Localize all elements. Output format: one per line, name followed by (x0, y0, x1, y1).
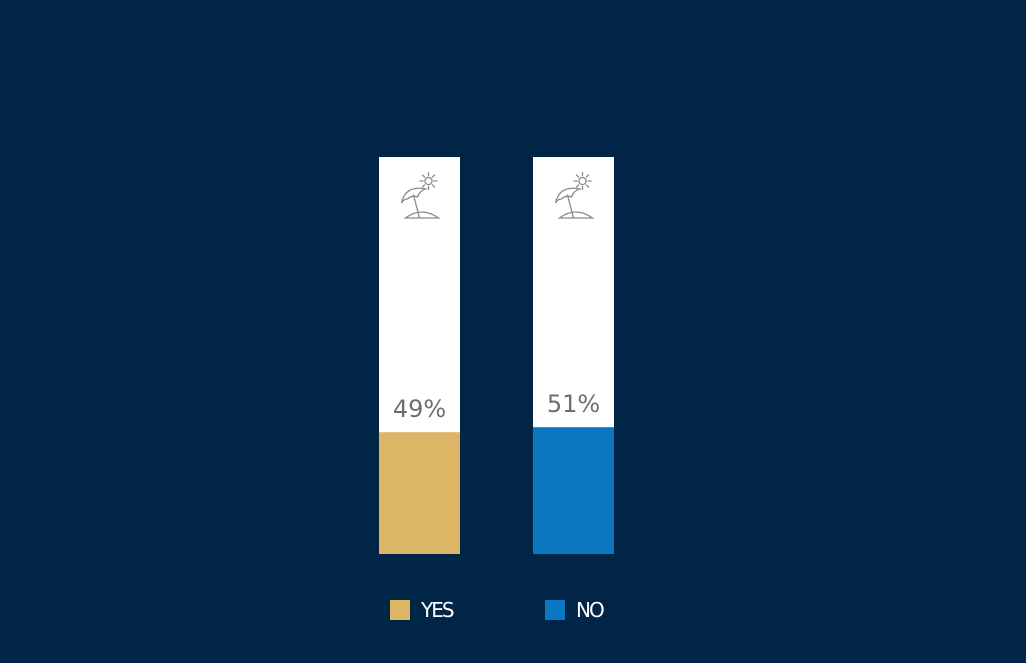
legend-item-no: NO (545, 598, 606, 622)
beach-umbrella-icon (554, 171, 595, 219)
legend-swatch (390, 600, 410, 620)
bars-group: 49% 51% (379, 157, 614, 554)
data-label: 51% (547, 390, 600, 418)
legend-item-yes: YES (390, 598, 456, 622)
beach-umbrella-icon (400, 171, 441, 219)
bar-group-yes: 49% (379, 157, 460, 554)
legend: YES NO (390, 598, 606, 622)
bar (379, 432, 460, 554)
legend-swatch (545, 600, 565, 620)
legend-label: NO (576, 598, 604, 622)
bar (533, 427, 614, 554)
bar-group-no: 51% (533, 157, 614, 554)
legend-label: YES (420, 598, 454, 622)
data-label: 49% (393, 395, 446, 423)
